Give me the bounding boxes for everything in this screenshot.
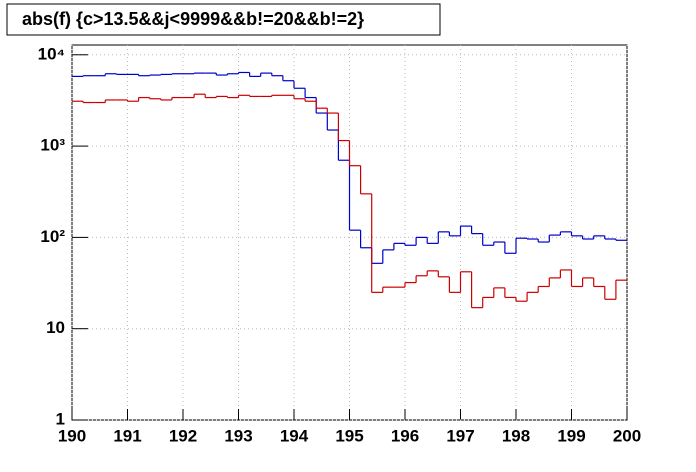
y-tick-label: 1: [56, 409, 65, 428]
x-tick-label: 199: [557, 426, 585, 445]
y-tick-label: 10: [46, 318, 65, 337]
x-tick-label: 190: [58, 426, 86, 445]
x-tick-label: 197: [446, 426, 474, 445]
chart-title: abs(f) {c>13.5&&j<9999&&b!=20&&b!=2}: [22, 9, 364, 29]
x-tick-label: 192: [169, 426, 197, 445]
x-tick-label: 195: [335, 426, 363, 445]
y-tick-label: 10⁴: [38, 44, 65, 63]
x-tick-label: 200: [613, 426, 641, 445]
title-box: [6, 3, 441, 36]
y-tick-label: 10²: [40, 227, 65, 246]
x-tick-label: 191: [113, 426, 141, 445]
x-tick-label: 198: [502, 426, 530, 445]
x-tick-label: 194: [280, 426, 309, 445]
x-tick-label: 193: [224, 426, 252, 445]
x-tick-label: 196: [391, 426, 419, 445]
y-tick-label: 10³: [40, 136, 65, 155]
